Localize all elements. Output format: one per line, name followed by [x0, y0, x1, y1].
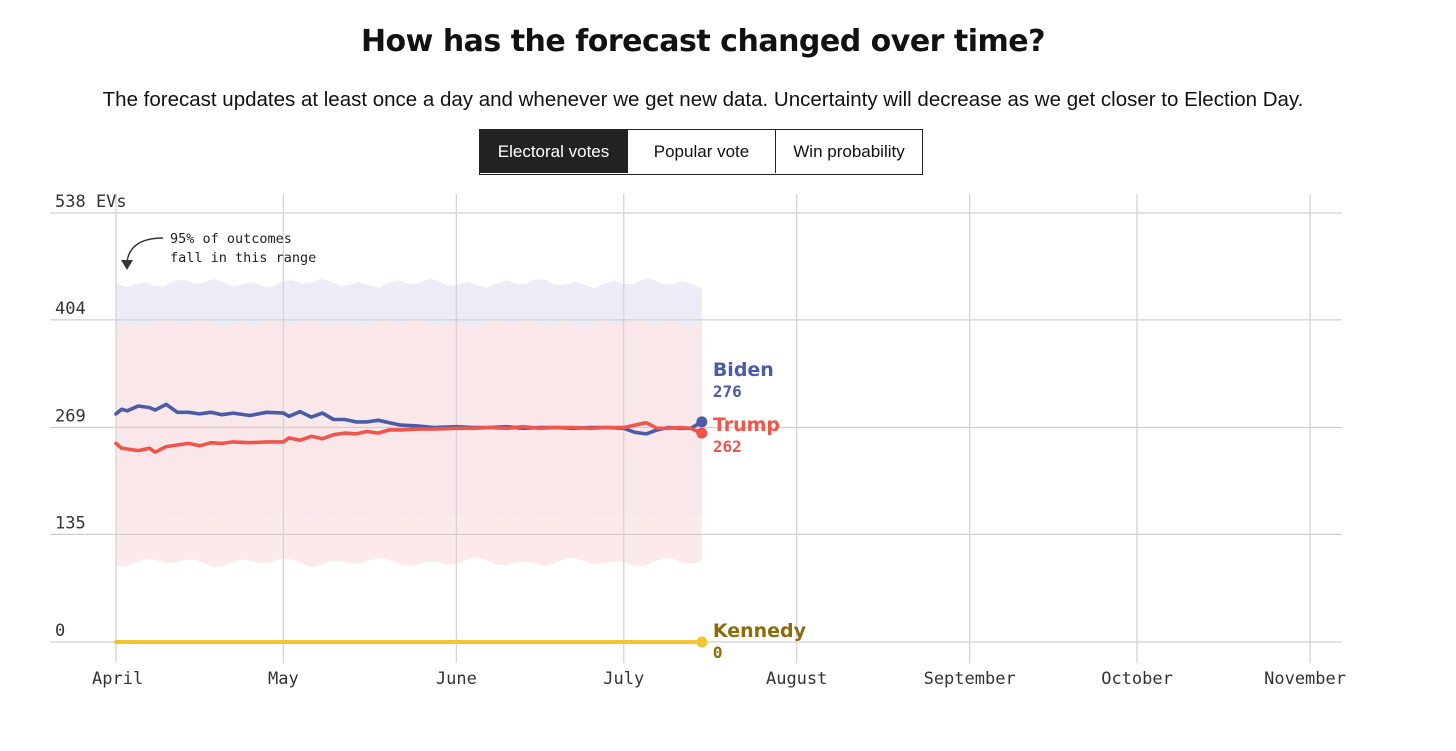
x-tick-label: September — [924, 669, 1016, 689]
endpoint-trump — [696, 427, 708, 439]
range-annotation: 95% of outcomes fall in this range — [121, 231, 316, 270]
y-tick-label: 135 — [55, 513, 86, 533]
x-tick-label: July — [603, 669, 644, 689]
x-tick-label: June — [436, 669, 477, 689]
x-tick-label: October — [1101, 669, 1173, 689]
series-label-trump: Trump — [713, 414, 780, 436]
x-tick-label: November — [1264, 669, 1346, 689]
metric-toggle: Electoral votes Popular vote Win probabi… — [479, 129, 923, 175]
y-tick-label: 269 — [55, 407, 86, 427]
tab-popular-vote[interactable]: Popular vote — [627, 130, 775, 173]
series-value-biden: 276 — [713, 382, 742, 401]
series-lines — [114, 402, 708, 648]
y-tick-label: 404 — [55, 299, 86, 319]
annotation-line-1: 95% of outcomes — [170, 231, 292, 247]
chart-subtitle: The forecast updates at least once a day… — [102, 88, 1304, 111]
tab-electoral-votes[interactable]: Electoral votes — [480, 130, 627, 173]
x-axis: April May June July August September October No… — [92, 669, 1346, 689]
uncertainty-bands — [116, 278, 702, 567]
chart-title: How has the forecast changed over time? — [360, 24, 1046, 59]
y-tick-label: 0 — [55, 621, 65, 641]
annotation-line-2: fall in this range — [170, 250, 316, 266]
series-value-trump: 262 — [713, 437, 742, 456]
endpoint-biden — [696, 416, 708, 428]
series-label-kennedy: Kennedy — [713, 620, 807, 642]
annotation-arrowhead — [121, 260, 133, 270]
x-tick-label: April — [92, 669, 143, 689]
endpoint-kennedy — [696, 636, 708, 648]
tab-win-probability[interactable]: Win probability — [775, 130, 922, 173]
x-tick-label: August — [766, 669, 827, 689]
band-trump — [116, 318, 702, 567]
line-trump — [114, 420, 704, 455]
y-tick-label: 538 EVs — [55, 192, 127, 212]
series-label-biden: Biden — [713, 359, 774, 381]
annotation-arrow — [126, 237, 164, 263]
x-tick-label: May — [268, 669, 299, 689]
series-value-kennedy: 0 — [713, 643, 723, 662]
y-axis: 538 EVs 404 269 135 0 — [55, 192, 127, 641]
